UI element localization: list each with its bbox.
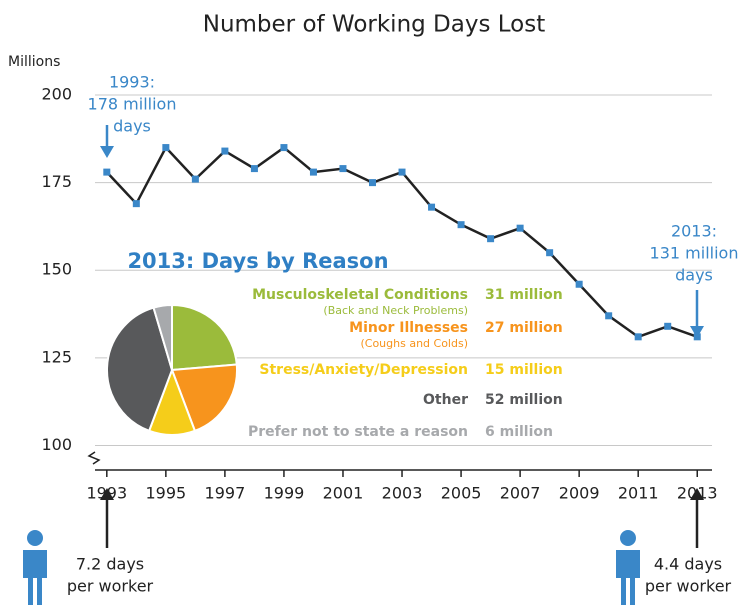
arrow xyxy=(100,488,704,548)
marker xyxy=(250,165,258,173)
marker xyxy=(634,333,642,341)
arrow xyxy=(100,125,704,338)
pie-title: 2013: Days by Reason xyxy=(127,249,388,273)
pie-slice xyxy=(170,363,238,433)
legend-sublabel: (Back and Neck Problems) xyxy=(323,304,468,317)
person-icon xyxy=(616,530,640,605)
pie-slice xyxy=(152,303,173,371)
marker xyxy=(309,168,317,176)
marker xyxy=(693,333,701,341)
value-label: 15 million xyxy=(485,362,563,378)
marker xyxy=(605,312,613,320)
marker xyxy=(457,221,465,229)
x-tick-label: 1999 xyxy=(264,484,305,503)
footnote: per worker xyxy=(67,577,154,596)
legend-label: Other xyxy=(423,392,468,408)
annotation: 1993: xyxy=(109,73,155,92)
value-label: 6 million xyxy=(485,424,553,440)
footnote: 7.2 days xyxy=(76,555,144,574)
x-tick-label: 1995 xyxy=(145,484,186,503)
pie-slice xyxy=(106,306,174,433)
legend-label: Musculoskeletal Conditions xyxy=(252,287,468,303)
legend-sublabel: (Coughs and Colds) xyxy=(360,337,468,350)
x-tick-label: 2013 xyxy=(677,484,718,503)
value-label: 31 million xyxy=(485,287,563,303)
x-tick-label: 2007 xyxy=(500,484,541,503)
x-tick-label: 2009 xyxy=(559,484,600,503)
legend-label: Minor Illnesses xyxy=(349,320,468,336)
y-tick-label: 125 xyxy=(41,347,72,366)
y-tick-label: 200 xyxy=(41,85,72,104)
x-tick-label: 2011 xyxy=(618,484,659,503)
axis-break xyxy=(87,451,101,465)
marker xyxy=(575,280,583,288)
marker xyxy=(103,168,111,176)
x-tick-label: 2005 xyxy=(441,484,482,503)
marker xyxy=(428,203,436,211)
value-label: 52 million xyxy=(485,392,563,408)
marker xyxy=(162,144,170,152)
annotation: 178 million xyxy=(88,95,177,114)
pie-slice xyxy=(171,303,238,372)
annotation: days xyxy=(113,117,151,136)
footnote: per worker xyxy=(645,577,732,596)
x-tick-label: 2001 xyxy=(323,484,364,503)
marker xyxy=(280,144,288,152)
legend-label: Prefer not to state a reason xyxy=(248,424,468,440)
legend-label: Stress/Anxiety/Depression xyxy=(259,362,468,378)
person-icon xyxy=(23,530,47,605)
marker xyxy=(191,175,199,183)
annotation: 2013: xyxy=(671,222,717,241)
footnote: 4.4 days xyxy=(654,555,722,574)
marker xyxy=(516,224,524,232)
marker xyxy=(369,179,377,187)
marker xyxy=(221,147,229,155)
x-tick-label: 1997 xyxy=(205,484,246,503)
y-tick-label: 100 xyxy=(41,435,72,454)
annotation: days xyxy=(675,266,713,285)
marker xyxy=(487,235,495,243)
marker xyxy=(132,200,140,208)
x-tick-label: 1993 xyxy=(86,484,127,503)
marker xyxy=(664,322,672,330)
y-axis-label: Millions xyxy=(8,54,60,70)
annotation: 131 million xyxy=(650,244,739,263)
x-tick-label: 2003 xyxy=(382,484,423,503)
marker xyxy=(546,249,554,257)
marker xyxy=(398,168,406,176)
value-label: 27 million xyxy=(485,320,563,336)
y-tick-label: 175 xyxy=(41,172,72,191)
y-tick-label: 150 xyxy=(41,260,72,279)
chart-title: Number of Working Days Lost xyxy=(203,12,546,38)
marker xyxy=(339,165,347,173)
